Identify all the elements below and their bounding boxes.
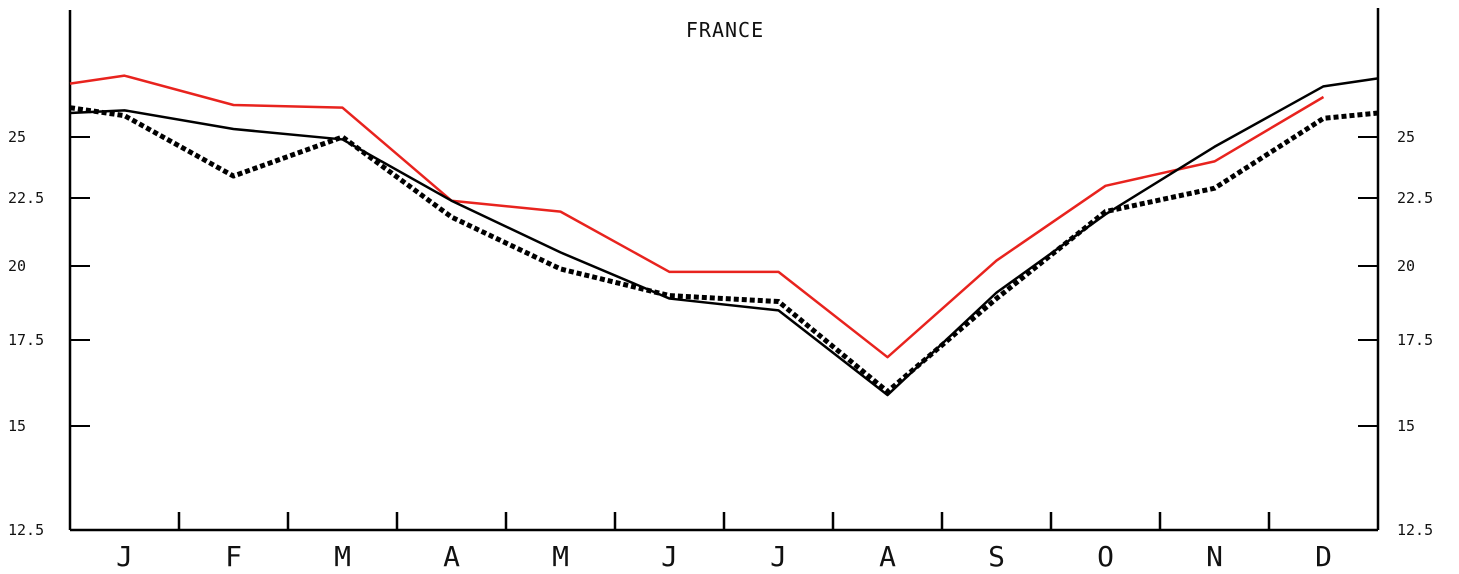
y-tick-label-left: 15 [8, 417, 26, 435]
y-tick-label-right: 20 [1397, 257, 1415, 275]
y-tick-label-right: 17.5 [1397, 331, 1433, 349]
x-tick-label: M [334, 540, 351, 573]
x-tick-label: J [661, 540, 678, 573]
y-tick-label-right: 12.5 [1397, 521, 1433, 539]
x-tick-label: D [1315, 540, 1332, 573]
x-tick-label: A [443, 540, 460, 573]
y-tick-label-left: 20 [8, 257, 26, 275]
y-tick-label-left: 12.5 [8, 521, 44, 539]
y-tick-label-right: 22.5 [1397, 189, 1433, 207]
x-tick-label: J [770, 540, 787, 573]
y-tick-label-right: 25 [1397, 128, 1415, 146]
series-lines [69, 74, 1379, 397]
x-tick-label: F [225, 540, 242, 573]
series-line-3 [69, 105, 1379, 395]
x-tick-label: A [879, 540, 896, 573]
x-tick-label: O [1097, 540, 1114, 573]
y-tick-label-left: 25 [8, 128, 26, 146]
series-line-2 [69, 77, 1379, 397]
x-tick-label: S [988, 540, 1005, 573]
series-line-1 [69, 74, 1325, 359]
y-ticks: 12.5 12.5 15 15 20 20 17.5 17.5 22.5 22.5 25 25 [8, 128, 1433, 539]
chart-title: FRANCE [686, 18, 764, 42]
x-tick-label: J [116, 540, 133, 573]
y-tick-label-left: 17.5 [8, 331, 44, 349]
x-tick-label: N [1206, 540, 1223, 573]
y-tick-label-right: 15 [1397, 417, 1415, 435]
y-tick-label-left: 22.5 [8, 189, 44, 207]
x-tick-label: M [552, 540, 569, 573]
